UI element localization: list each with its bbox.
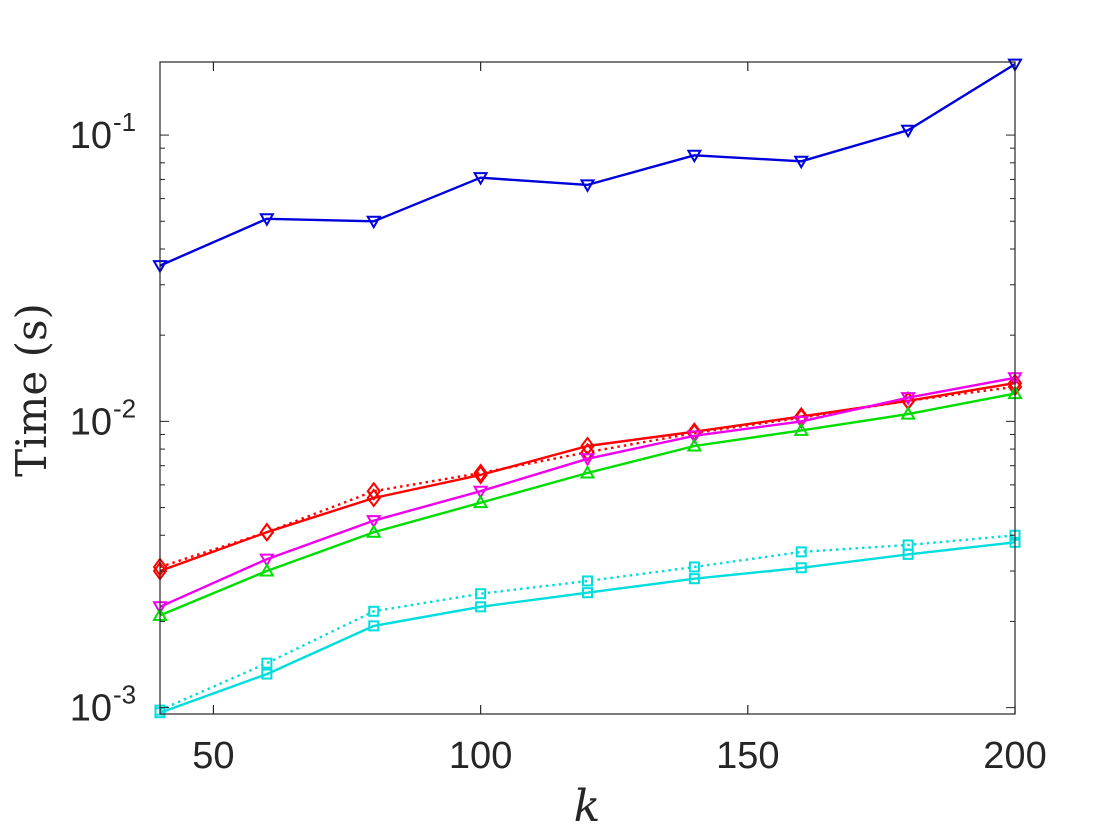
series-line xyxy=(159,63,1016,267)
data-point xyxy=(259,213,275,227)
data-point xyxy=(472,485,489,500)
data-point xyxy=(366,515,382,529)
data-point xyxy=(368,620,380,632)
data-point xyxy=(795,546,807,558)
data-point xyxy=(900,124,916,139)
data-point xyxy=(688,573,700,585)
series-line xyxy=(159,541,1016,714)
y-tick-label: 10 xyxy=(70,115,112,157)
data-point xyxy=(686,438,703,452)
plot-background xyxy=(160,62,1015,714)
y-tick-label: 10 xyxy=(70,688,112,730)
data-point xyxy=(472,172,489,186)
x-axis-label: k xyxy=(574,781,601,832)
data-point xyxy=(475,601,487,613)
series-line xyxy=(159,385,1016,569)
x-tick-label: 150 xyxy=(716,735,779,777)
data-point xyxy=(688,561,700,573)
data-point xyxy=(579,453,596,467)
data-point xyxy=(1007,58,1023,73)
data-point xyxy=(582,587,593,599)
series-4 xyxy=(152,372,1023,615)
data-point xyxy=(793,155,809,170)
data-point xyxy=(259,522,275,542)
data-point xyxy=(472,494,489,509)
data-point xyxy=(259,553,275,568)
data-point xyxy=(686,149,703,164)
axes-box xyxy=(159,61,1016,715)
y-tick-exponent: -1 xyxy=(113,107,136,137)
data-point xyxy=(579,179,596,193)
data-point xyxy=(261,668,273,680)
x-tick-label: 50 xyxy=(192,735,234,777)
series-5 xyxy=(152,385,1023,621)
series-line xyxy=(159,376,1016,608)
data-point xyxy=(366,488,381,508)
data-point xyxy=(366,524,382,538)
x-tick-label: 100 xyxy=(449,735,512,777)
data-point xyxy=(900,406,916,420)
data-point xyxy=(261,657,273,669)
data-point xyxy=(368,605,380,617)
data-point xyxy=(259,563,275,577)
series-line xyxy=(159,534,1016,712)
plot-area xyxy=(160,62,1015,714)
data-point xyxy=(793,415,809,430)
data-point xyxy=(686,430,703,444)
series-1 xyxy=(152,58,1023,274)
data-point xyxy=(579,464,596,479)
data-point xyxy=(366,215,382,230)
y-axis-label: Time (s) xyxy=(7,303,56,477)
data-point xyxy=(582,575,593,587)
series-layer xyxy=(152,58,1023,719)
series-line xyxy=(159,392,1016,617)
data-point xyxy=(473,463,488,483)
y-tick-exponent: -3 xyxy=(113,680,136,710)
y-tick-exponent: -2 xyxy=(113,393,136,423)
data-point xyxy=(902,548,914,560)
y-tick-label: 10 xyxy=(70,401,112,443)
x-tick-label: 200 xyxy=(983,735,1046,777)
data-point xyxy=(795,562,807,574)
data-point xyxy=(900,392,916,406)
series-7 xyxy=(154,536,1021,719)
data-point xyxy=(475,588,487,600)
axes-layer xyxy=(159,61,1016,715)
data-point xyxy=(793,422,809,436)
data-point xyxy=(473,465,488,485)
